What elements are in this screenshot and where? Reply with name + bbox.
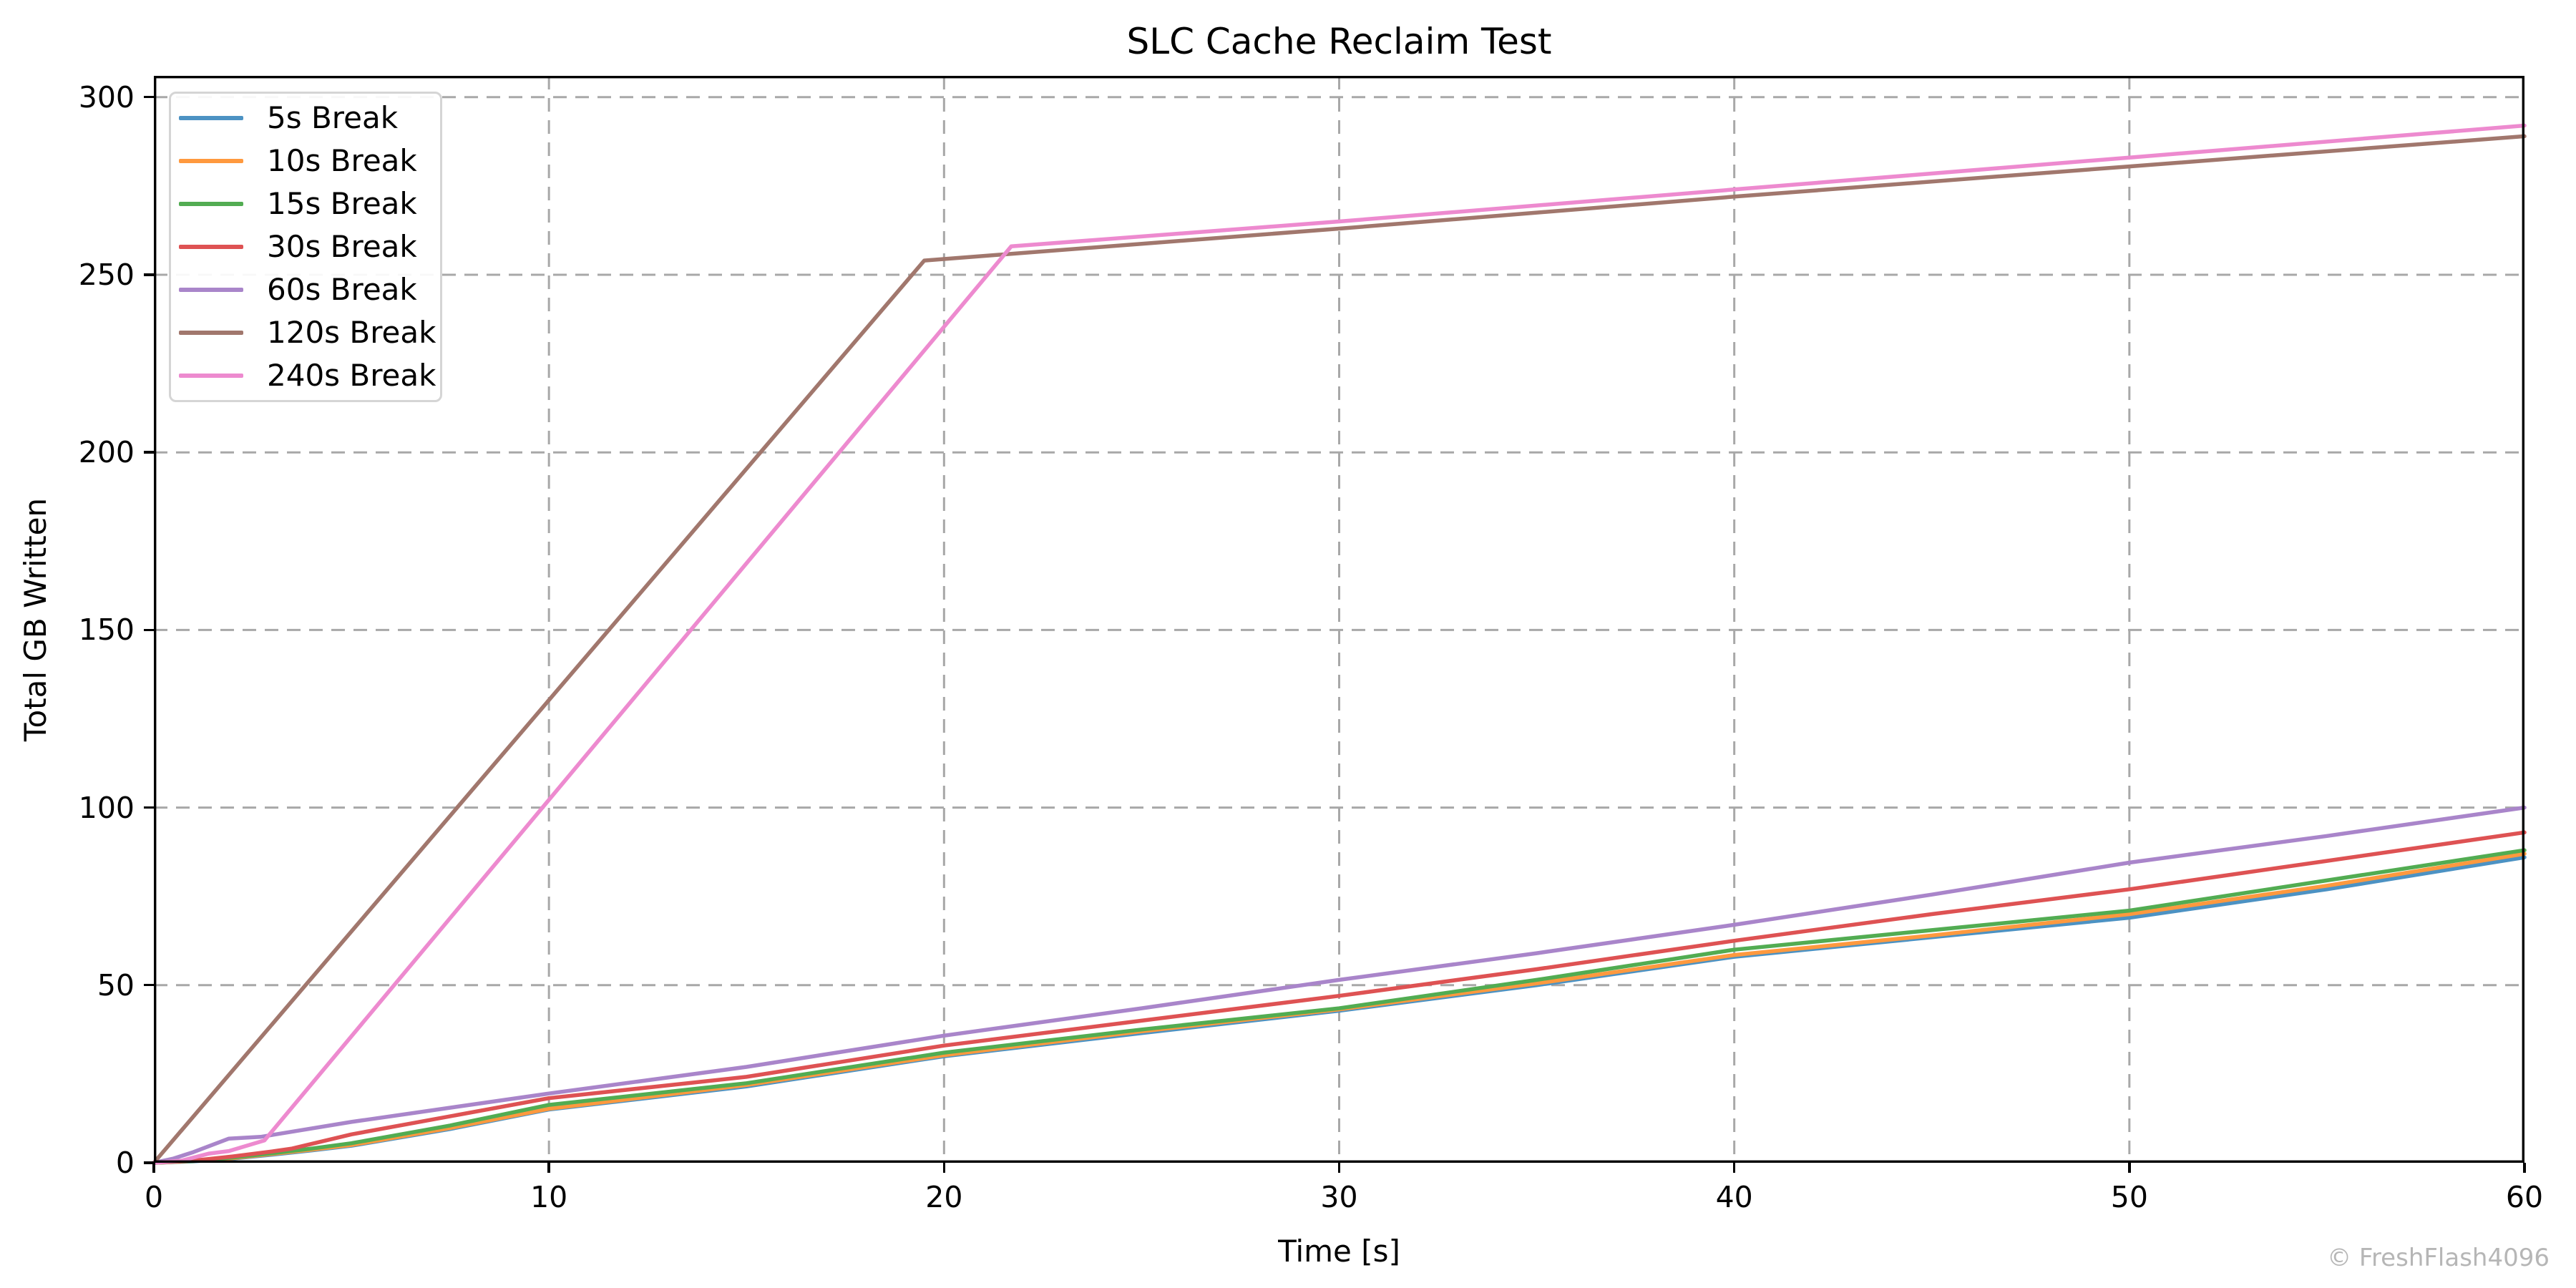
legend-line-swatch [179,245,243,249]
legend-line-swatch [179,331,243,335]
legend-item: 10s Break [171,140,440,182]
y-tick-label: 250 [78,257,135,292]
x-tick-mark [1337,1163,1341,1173]
y-tick-label: 200 [78,435,135,470]
legend-line-swatch [179,288,243,292]
legend-label: 30s Break [267,229,417,264]
plot-area [152,76,2527,1165]
y-tick-mark [144,451,154,454]
legend-label: 15s Break [267,186,417,221]
legend-label: 120s Break [267,315,436,350]
y-tick-label: 150 [78,613,135,648]
y-tick-mark [144,984,154,987]
x-tick-mark [152,1163,155,1173]
legend-line-swatch [179,116,243,120]
x-tick-mark [1732,1163,1736,1173]
x-tick-label: 40 [1715,1180,1753,1214]
x-tick-label: 60 [2505,1180,2544,1214]
series-line-30s-break [152,830,2527,1165]
legend-label: 10s Break [267,143,417,178]
x-tick-label: 30 [1320,1180,1358,1214]
legend-line-swatch [179,202,243,206]
legend-label: 5s Break [267,100,399,135]
series-line-120s-break [152,134,2527,1165]
y-tick-label: 0 [115,1146,135,1180]
legend-line-swatch [179,374,243,378]
y-tick-mark [144,96,154,99]
legend-item: 30s Break [171,225,440,268]
legend: 5s Break 10s Break 15s Break 30s Break 60s B… [169,92,442,402]
legend-line-swatch [179,159,243,163]
x-tick-mark [2523,1163,2526,1173]
legend-item: 240s Break [171,354,440,397]
legend-label: 60s Break [267,272,417,307]
legend-item: 5s Break [171,97,440,140]
y-tick-mark [144,806,154,809]
y-tick-label: 300 [78,79,135,114]
x-tick-label: 10 [530,1180,568,1214]
y-tick-mark [144,273,154,276]
legend-label: 240s Break [267,358,436,393]
plot-canvas [152,76,2527,1165]
legend-item: 60s Break [171,268,440,311]
x-tick-label: 50 [2110,1180,2148,1214]
y-tick-label: 100 [78,790,135,825]
x-tick-mark [942,1163,946,1173]
x-tick-label: 20 [925,1180,963,1214]
y-tick-mark [144,1161,154,1164]
legend-item: 15s Break [171,182,440,225]
y-tick-label: 50 [97,967,135,1002]
x-tick-mark [2128,1163,2131,1173]
series-line-60s-break [152,805,2527,1165]
watermark: © FreshFlash4096 [2327,1244,2550,1272]
x-tick-label: 0 [144,1180,164,1214]
x-axis-label: Time [s] [1278,1234,1400,1269]
plot-border [154,76,2525,1163]
x-tick-mark [547,1163,550,1173]
chart-title: SLC Cache Reclaim Test [1126,21,1552,62]
legend-item: 120s Break [171,311,440,354]
series-line-240s-break [152,123,2527,1165]
y-tick-mark [144,628,154,632]
